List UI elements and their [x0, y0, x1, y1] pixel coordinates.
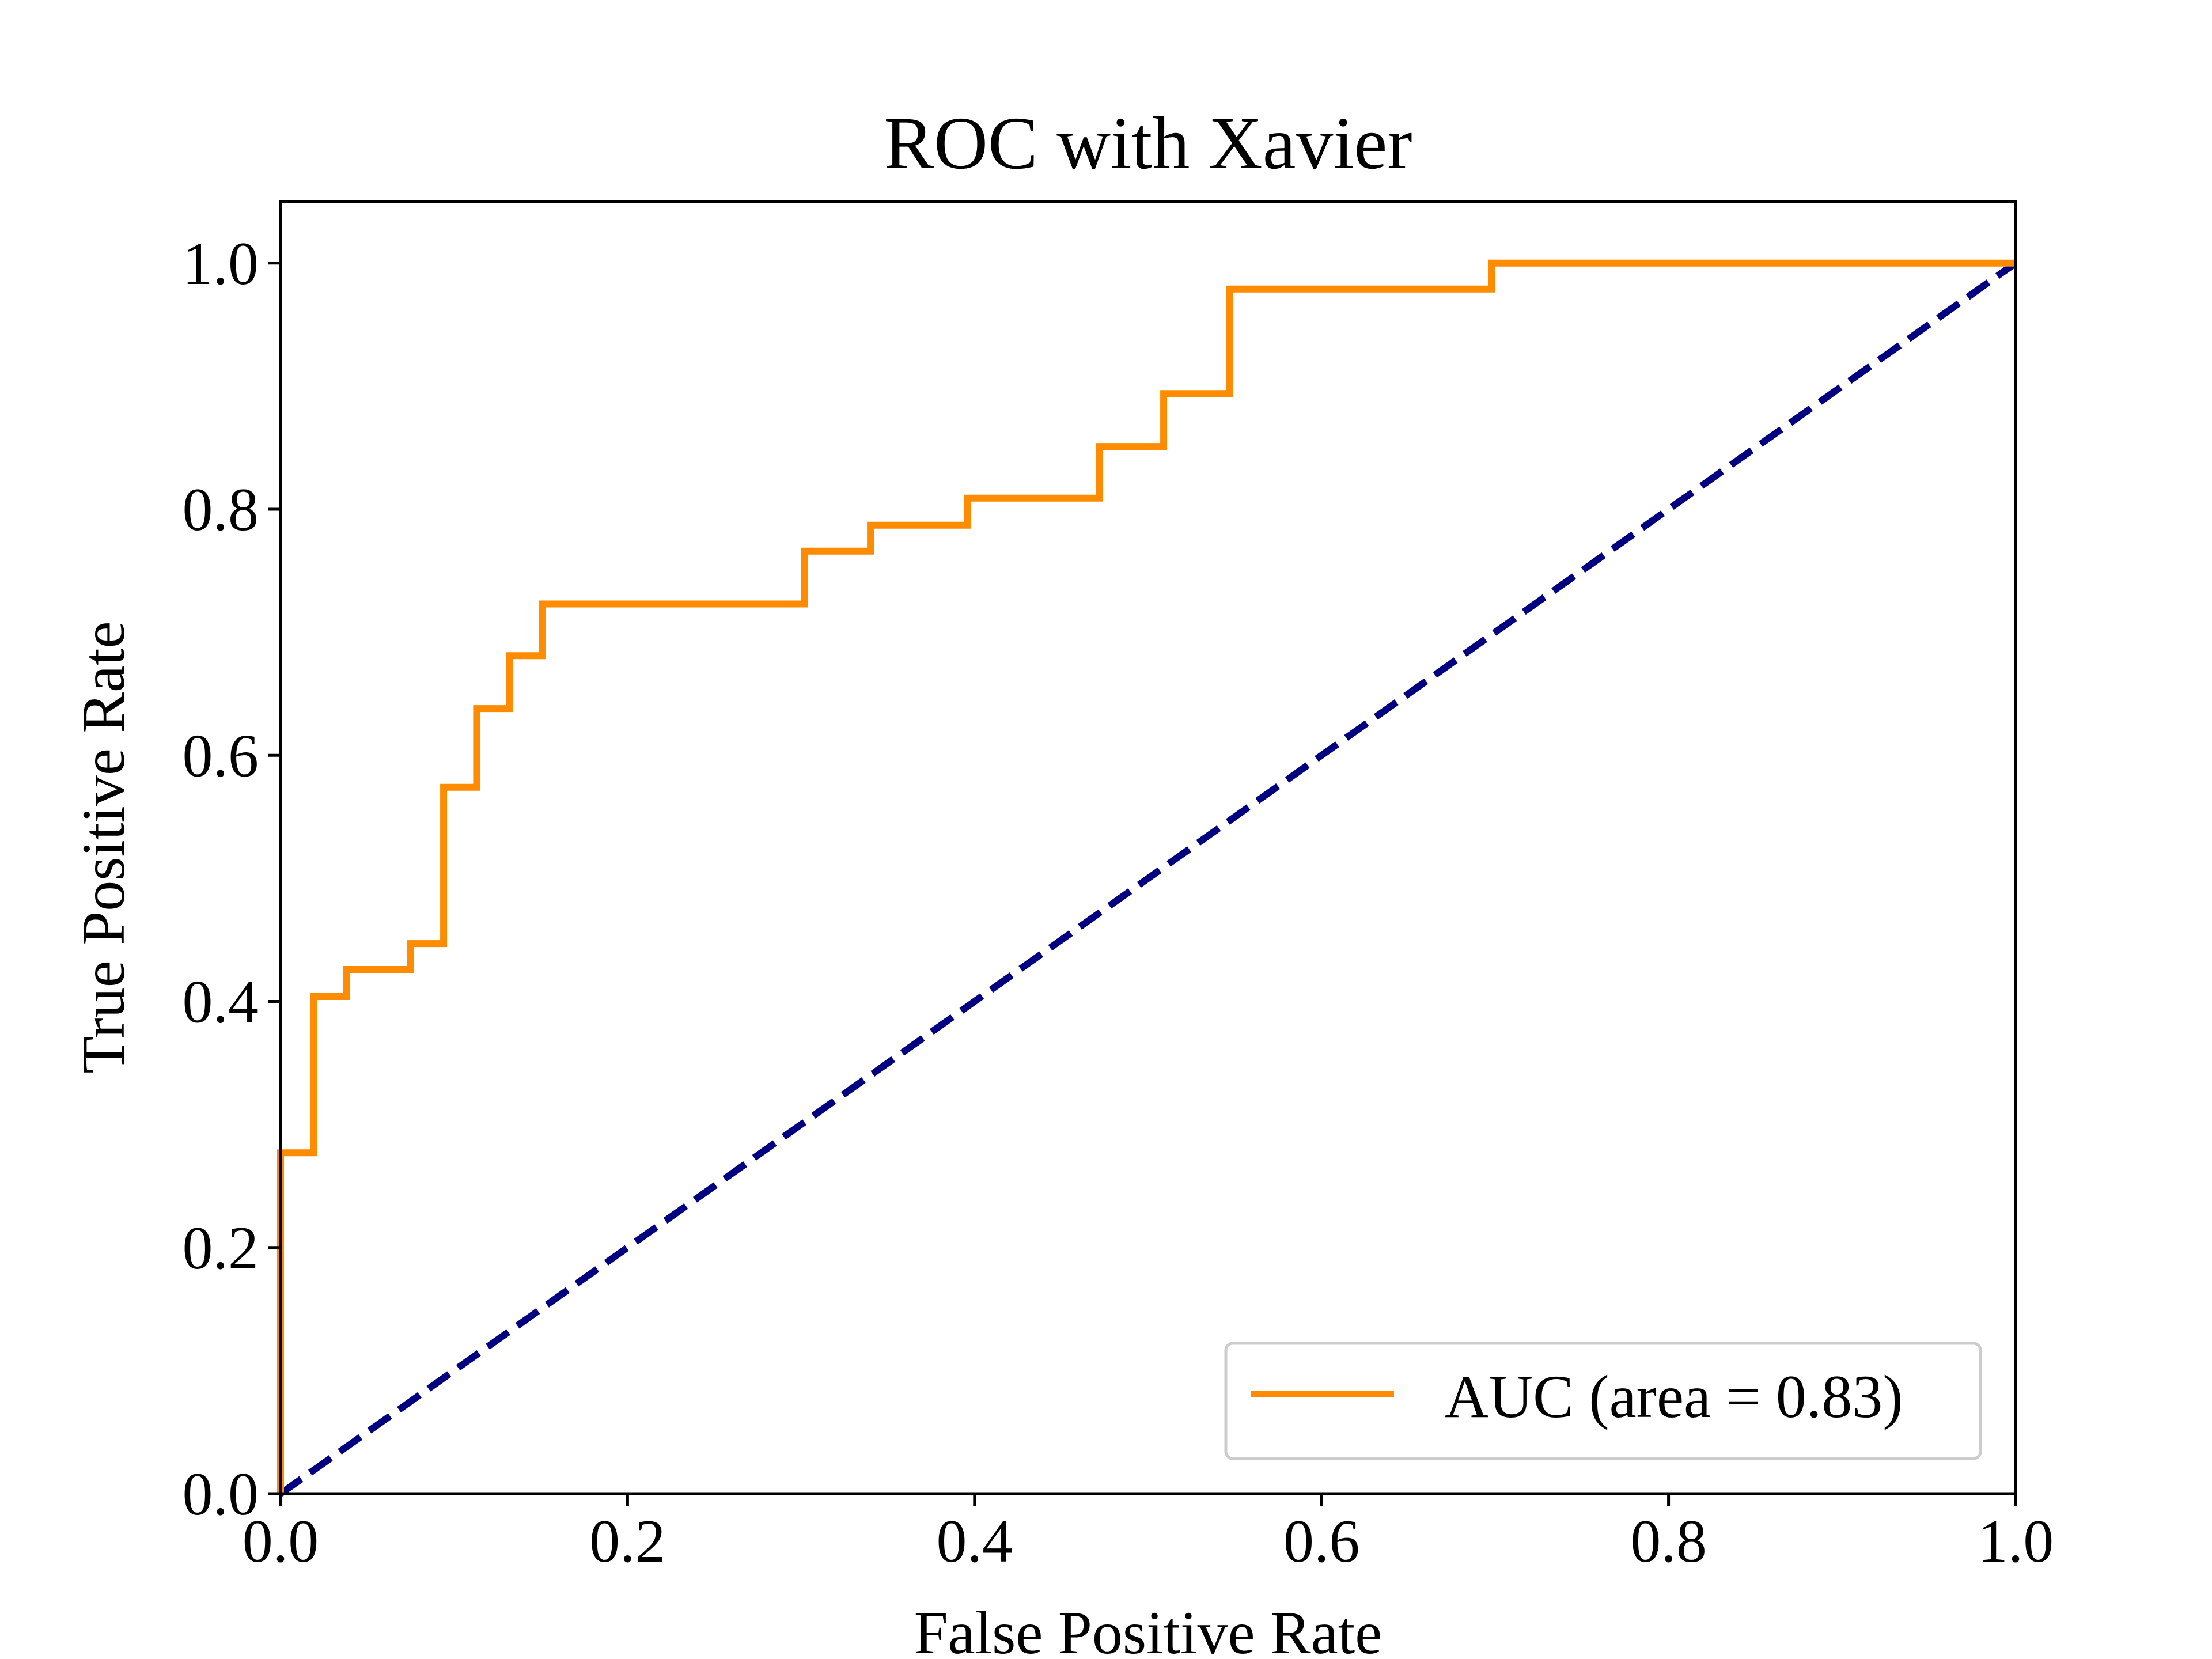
x-axis-ticks: 0.0 0.2 0.4 0.6 0.8 1.0 — [243, 1494, 2054, 1575]
legend-box — [1224, 1342, 1982, 1460]
legend-entry-label: AUC (area = 0.83) — [1445, 1363, 1903, 1430]
x-axis-label: False Positive Rate — [914, 1599, 1382, 1659]
x-tick-label: 0.0 — [243, 1508, 319, 1575]
y-tick-label: 1.0 — [183, 230, 259, 297]
x-tick-label: 0.4 — [937, 1508, 1013, 1575]
y-tick-label: 0.4 — [183, 968, 259, 1036]
y-tick-label: 0.6 — [183, 722, 259, 789]
roc-curve-line — [277, 259, 2016, 1494]
plot-area — [277, 259, 2018, 1497]
x-tick-label: 1.0 — [1978, 1508, 2054, 1575]
y-axis-label: True Positive Rate — [70, 621, 137, 1073]
plot-frame — [279, 200, 2017, 1495]
chance-diagonal-line — [278, 260, 2018, 1497]
chart-title: ROC with Xavier — [884, 102, 1412, 185]
x-tick-label: 0.6 — [1283, 1508, 1360, 1575]
legend: AUC (area = 0.83) — [1224, 1342, 1982, 1460]
y-tick-label: 0.0 — [183, 1460, 259, 1528]
x-tick-label: 0.8 — [1630, 1508, 1707, 1575]
y-tick-label: 0.2 — [183, 1214, 259, 1282]
x-tick-label: 0.2 — [589, 1508, 666, 1575]
y-tick-label: 0.8 — [183, 476, 259, 543]
y-axis-ticks: 0.0 0.2 0.4 0.6 0.8 1.0 — [183, 230, 281, 1528]
